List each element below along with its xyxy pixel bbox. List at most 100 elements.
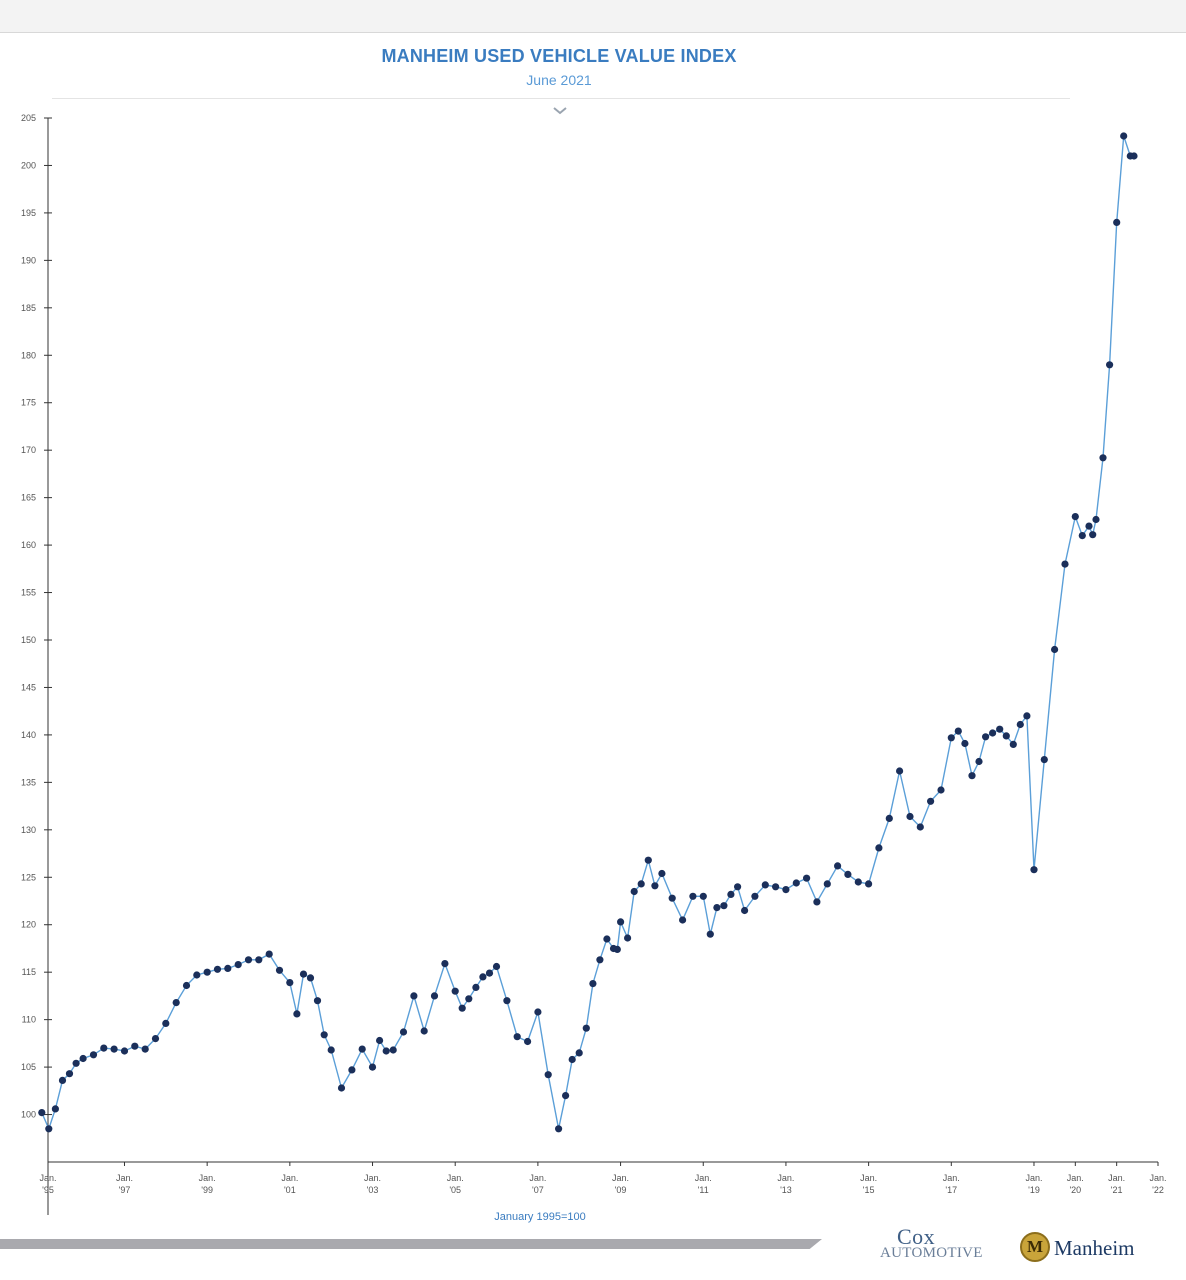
- data-point: [1113, 218, 1121, 226]
- y-tick-label: 115: [22, 967, 36, 977]
- data-point: [100, 1044, 108, 1052]
- y-tick-label: 185: [21, 303, 36, 313]
- chevron-down-icon[interactable]: [551, 104, 569, 118]
- cox-logo-sub: AUTOMOTIVE: [880, 1245, 983, 1261]
- y-tick-label: 145: [21, 682, 36, 692]
- data-point: [637, 880, 645, 888]
- index-base-note: January 1995=100: [494, 1211, 586, 1223]
- data-point: [813, 898, 821, 906]
- data-point: [975, 757, 983, 766]
- data-point: [58, 1076, 67, 1084]
- data-point: [834, 862, 842, 870]
- data-point: [479, 973, 487, 981]
- data-point: [51, 1105, 60, 1113]
- data-point: [1099, 454, 1107, 462]
- y-tick-label: 190: [21, 255, 36, 265]
- series-markers: [38, 132, 1138, 1133]
- data-point: [465, 995, 473, 1003]
- data-point: [1092, 515, 1100, 524]
- data-point: [823, 880, 831, 888]
- y-tick-label: 110: [22, 1015, 36, 1025]
- data-point: [358, 1045, 366, 1053]
- x-tick-label: '11: [698, 1185, 709, 1195]
- data-point: [792, 879, 800, 887]
- data-point: [658, 869, 666, 878]
- data-point: [954, 727, 962, 735]
- y-tick-label: 120: [21, 920, 36, 930]
- x-tick-label: Jan.: [281, 1173, 298, 1183]
- x-tick-label: '03: [367, 1185, 379, 1195]
- y-tick-label: 195: [21, 208, 36, 218]
- data-point: [624, 934, 632, 942]
- data-point: [875, 844, 883, 852]
- data-point: [458, 1004, 466, 1012]
- data-point: [120, 1047, 129, 1055]
- data-point: [399, 1028, 408, 1036]
- data-point: [568, 1055, 576, 1064]
- y-tick-label: 150: [21, 635, 36, 645]
- data-point: [1089, 531, 1097, 539]
- x-tick-label: Jan.: [612, 1173, 629, 1183]
- x-tick-label: '20: [1069, 1185, 1081, 1195]
- data-point: [151, 1035, 160, 1043]
- data-point: [162, 1019, 170, 1027]
- y-tick-label: 130: [21, 825, 36, 835]
- data-point: [503, 997, 511, 1005]
- data-point: [1009, 740, 1017, 749]
- data-point: [299, 970, 308, 978]
- x-tick-label: '13: [780, 1185, 792, 1195]
- cox-logo-word: Cox: [897, 1224, 936, 1249]
- data-point: [630, 887, 638, 896]
- y-tick-label: 205: [21, 113, 36, 123]
- x-tick-label: '05: [449, 1185, 461, 1195]
- data-point: [996, 725, 1004, 733]
- y-tick-label: 100: [21, 1110, 36, 1120]
- x-tick-label: '21: [1111, 1185, 1123, 1195]
- data-point: [937, 786, 945, 794]
- x-tick-label: Jan.: [364, 1173, 381, 1183]
- data-point: [982, 733, 990, 741]
- x-tick-label: Jan.: [39, 1173, 56, 1183]
- data-point: [79, 1054, 87, 1063]
- data-point: [472, 983, 480, 992]
- data-point: [761, 881, 769, 889]
- data-point: [1030, 866, 1038, 874]
- x-tick-label: '99: [201, 1185, 213, 1195]
- data-point: [927, 797, 935, 805]
- data-point: [110, 1045, 118, 1053]
- x-tick-label: Jan.: [1108, 1173, 1125, 1183]
- y-tick-label: 180: [21, 350, 36, 360]
- series-path: [41, 135, 1134, 1131]
- data-point: [782, 886, 790, 894]
- data-point: [224, 964, 232, 973]
- x-tick-label: Jan.: [116, 1173, 133, 1183]
- y-tick-label: 140: [21, 730, 36, 740]
- data-point: [1085, 522, 1093, 530]
- data-point: [275, 966, 284, 974]
- data-point: [989, 729, 997, 737]
- data-point: [420, 1027, 428, 1035]
- data-point: [89, 1051, 98, 1059]
- x-axis: Jan. '95 Jan. '97 Jan. '99 Jan. '01 Jan. '03 Jan. '…: [39, 1161, 1167, 1195]
- data-point: [734, 883, 742, 891]
- data-point: [1002, 732, 1010, 740]
- data-point: [451, 987, 459, 995]
- x-tick-label: Jan.: [943, 1173, 960, 1183]
- y-tick-label: 200: [21, 160, 36, 170]
- manheim-logo: M Manheim: [1020, 1230, 1170, 1266]
- data-point: [286, 979, 294, 987]
- x-tick-label: '19: [1028, 1185, 1040, 1195]
- data-point: [382, 1047, 390, 1055]
- data-point: [555, 1125, 563, 1133]
- data-point: [947, 734, 955, 742]
- x-tick-label: Jan.: [1025, 1173, 1042, 1183]
- x-tick-label: '01: [284, 1185, 296, 1195]
- data-point: [562, 1092, 570, 1100]
- series-line: [41, 135, 1134, 1131]
- data-point: [741, 906, 749, 915]
- data-point: [265, 950, 273, 958]
- cox-automotive-logo: Cox AUTOMOTIVE: [876, 1226, 1000, 1266]
- y-tick-label: 170: [21, 445, 36, 455]
- data-point: [441, 960, 449, 968]
